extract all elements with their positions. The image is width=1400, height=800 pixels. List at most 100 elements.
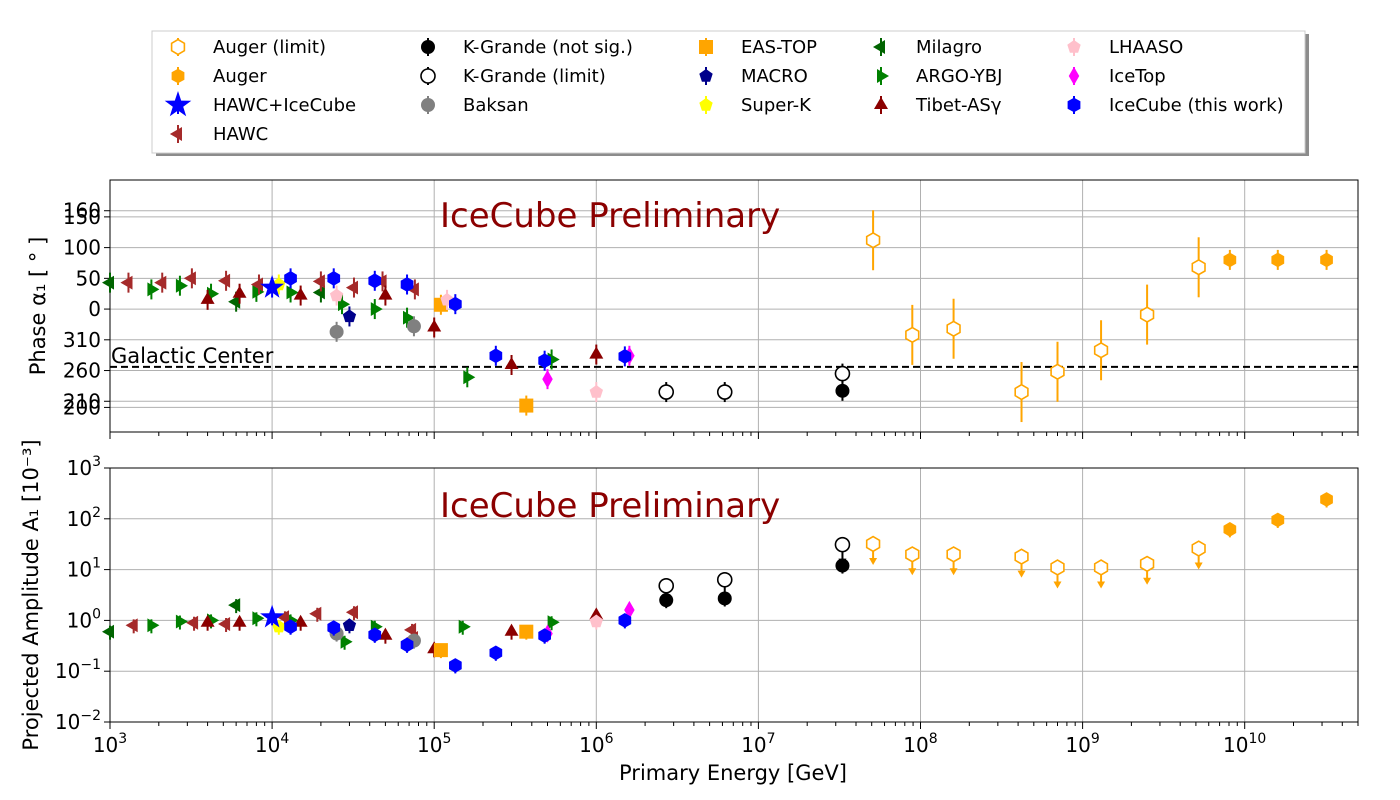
y-tick-base: 10 xyxy=(67,558,92,582)
phase-y-tick-label: 310 xyxy=(63,328,101,352)
legend-marker-lhaaso xyxy=(1067,40,1081,53)
auger-limit-limit-arrowhead xyxy=(1097,581,1106,589)
auger-limit-amplitude-point xyxy=(1093,559,1109,576)
baksan-phase-point xyxy=(406,319,421,334)
macro-phase-point xyxy=(342,309,357,323)
legend-label-hawc: HAWC xyxy=(213,124,268,145)
x-tick-base: 10 xyxy=(255,733,280,757)
k-grande-limit-phase-point xyxy=(834,365,851,382)
k-grande-not-sig-amplitude-point xyxy=(717,591,732,606)
legend-marker-milagro xyxy=(873,40,885,54)
icecube-this-work-amplitude-point xyxy=(284,619,297,635)
icecube-this-work-phase-point xyxy=(400,277,414,292)
auger-phase-point xyxy=(1320,252,1333,268)
legend-marker-baksan xyxy=(421,98,435,112)
icecube-this-work-phase-point xyxy=(489,348,503,364)
auger-limit-phase-point xyxy=(946,320,961,338)
hawc-icecube-phase-point xyxy=(260,275,285,298)
x-tick-exponent: 3 xyxy=(118,731,127,747)
eas-top-amplitude-point xyxy=(433,643,448,658)
amplitude-x-tick-label: 1010 xyxy=(1223,731,1266,757)
k-grande-limit-amplitude-point xyxy=(658,577,675,594)
auger-limit-amplitude-point xyxy=(946,546,961,563)
phase-y-tick-label: 100 xyxy=(63,236,101,260)
amplitude-y-tick-label: 102 xyxy=(67,505,101,531)
y-tick-base: 10 xyxy=(67,456,92,480)
legend-marker-auger xyxy=(171,68,185,84)
phase-axes-frame xyxy=(109,179,1359,433)
argo-ybj-amplitude-point xyxy=(340,634,353,649)
icecube-this-work-phase-point xyxy=(538,353,551,369)
lhaaso-phase-point xyxy=(589,385,603,398)
milagro-amplitude-point xyxy=(228,598,241,613)
x-tick-exponent: 4 xyxy=(280,731,289,747)
auger-phase-point xyxy=(1223,252,1237,268)
y-tick-exponent: 0 xyxy=(92,606,101,622)
hawc-amplitude-point xyxy=(276,610,289,625)
legend-marker-super-k xyxy=(699,98,713,111)
hawc-phase-point xyxy=(312,274,325,289)
legend-label-icecube-this-work: IceCube (this work) xyxy=(1109,95,1284,116)
amplitude-x-tick-label: 107 xyxy=(741,731,775,757)
hawc-amplitude-point xyxy=(125,618,138,633)
legend-marker-auger-limit xyxy=(170,38,186,56)
x-tick-base: 10 xyxy=(1065,733,1090,757)
auger-limit-limit-arrowhead xyxy=(908,568,917,576)
legend-marker-k-grande-not-sig xyxy=(421,40,435,54)
hawc-amplitude-point xyxy=(186,615,199,630)
hawc-amplitude-point xyxy=(345,605,358,620)
auger-limit-limit-arrowhead xyxy=(1053,581,1062,589)
auger-limit-phase-point xyxy=(905,326,920,344)
hawc-phase-point xyxy=(345,280,358,295)
amplitude-y-tick-label: 103 xyxy=(67,454,101,480)
legend-frame xyxy=(151,30,1306,154)
legend-marker-tibet-as xyxy=(874,97,888,109)
amplitude-x-tick-label: 106 xyxy=(579,731,613,757)
milagro-amplitude-point xyxy=(102,624,114,639)
argo-ybj-phase-point xyxy=(286,285,299,300)
phase-y-tick-label: 210 xyxy=(63,389,101,413)
legend-label-auger-limit: Auger (limit) xyxy=(213,37,326,58)
k-grande-limit-phase-point xyxy=(716,384,733,400)
argo-ybj-amplitude-point xyxy=(175,614,188,629)
auger-limit-limit-arrowhead xyxy=(1194,562,1203,570)
tibet-as-amplitude-point xyxy=(504,623,519,636)
legend: Auger (limit) Auger HAWC+IceCube HAWC K-Gran… xyxy=(151,30,1309,156)
argo-ybj-phase-point xyxy=(403,310,416,325)
legend-marker-macro xyxy=(699,69,713,82)
k-grande-limit-phase-point xyxy=(658,384,675,400)
tibet-as-amplitude-point xyxy=(378,627,393,640)
hawc-amplitude-point xyxy=(309,606,322,621)
x-tick-base: 10 xyxy=(417,733,442,757)
legend-label-macro: MACRO xyxy=(741,66,808,87)
k-grande-limit-amplitude-point xyxy=(834,536,851,553)
argo-ybj-phase-point xyxy=(175,278,188,293)
legend-label-auger: Auger xyxy=(213,66,267,87)
argo-ybj-phase-point xyxy=(338,297,351,312)
tibet-as-phase-point xyxy=(504,357,519,369)
hawc-phase-point xyxy=(218,273,231,288)
x-tick-base: 10 xyxy=(93,733,118,757)
amplitude-y-tick-label: 101 xyxy=(67,556,101,582)
auger-limit-amplitude-point xyxy=(905,546,920,563)
amplitude-y-axis-title: Projected Amplitude A₁ [10⁻³] xyxy=(19,439,43,750)
icecube-this-work-amplitude-point xyxy=(368,627,382,643)
x-tick-exponent: 7 xyxy=(767,731,776,747)
icecube-this-work-phase-point xyxy=(327,271,341,286)
auger-limit-phase-point xyxy=(1050,363,1065,381)
auger-limit-amplitude-point xyxy=(1014,548,1029,565)
legend-marker-argo-ybj xyxy=(877,69,889,83)
x-tick-base: 10 xyxy=(903,733,928,757)
tibet-as-phase-point xyxy=(232,285,247,298)
amplitude-y-tick-label: 10−1 xyxy=(55,657,101,683)
hawc-phase-point xyxy=(250,277,263,292)
icecube-this-work-amplitude-point xyxy=(489,645,503,661)
hawc-icecube-amplitude-point xyxy=(260,604,285,628)
auger-limit-amplitude-point xyxy=(1139,555,1155,573)
x-tick-exponent: 8 xyxy=(929,731,938,747)
y-tick-exponent: −2 xyxy=(80,708,101,724)
legend-label-argo-ybj: ARGO-YBJ xyxy=(916,66,1002,87)
legend-label-baksan: Baksan xyxy=(463,95,529,116)
phase-y-tick-label: 150 xyxy=(63,205,101,229)
